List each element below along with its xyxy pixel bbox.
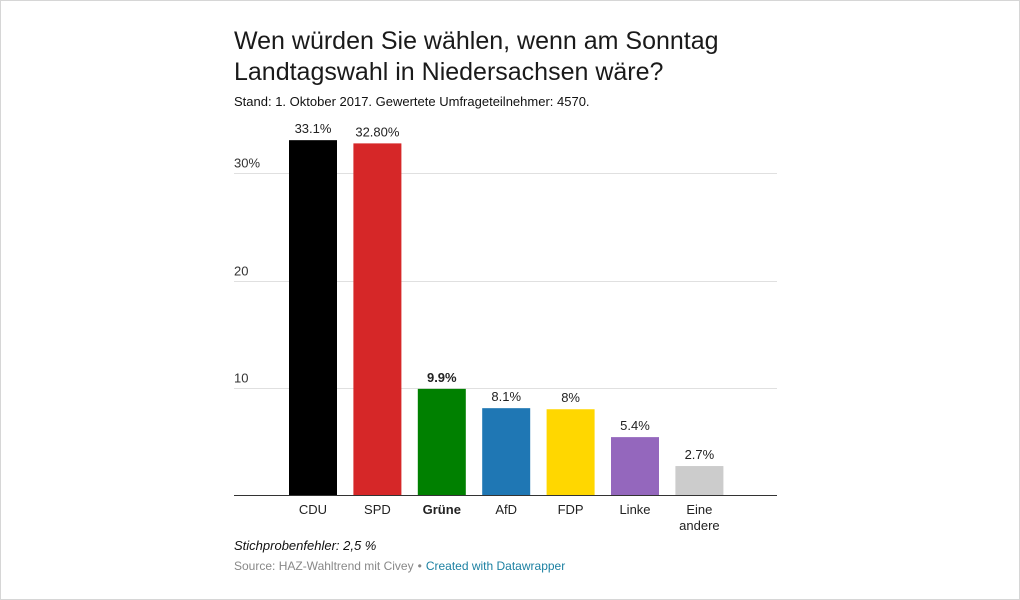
category-label-linke: Linke	[619, 502, 650, 517]
category-label-grüne: Grüne	[423, 502, 461, 517]
value-label-cdu: 33.1%	[295, 121, 332, 136]
category-label-eine-andere-line-2: andere	[679, 518, 719, 533]
category-label-eine-andere-line-1: Eine	[686, 502, 712, 517]
y-tick-label-10: 10	[234, 371, 248, 386]
source-text: Source: HAZ-Wahltrend mit Civey	[234, 559, 414, 573]
value-label-linke: 5.4%	[620, 418, 650, 433]
footer-separator: •	[417, 559, 422, 573]
category-label-cdu: CDU	[299, 502, 327, 517]
chart-footer: Source: HAZ-Wahltrend mit Civey • Created …	[234, 559, 565, 573]
datawrapper-credit-link[interactable]: Created with Datawrapper	[425, 559, 566, 573]
bar-eine-andere	[675, 466, 724, 495]
bar-fdp	[546, 409, 595, 495]
value-label-eine-andere: 2.7%	[685, 447, 715, 462]
value-label-spd: 32.80%	[355, 124, 400, 139]
category-label-fdp: FDP	[558, 502, 584, 517]
y-tick-label-20: 20	[234, 264, 248, 279]
value-label-grüne: 9.9%	[427, 370, 457, 385]
bar-spd	[353, 143, 402, 495]
chart-notes: Stichprobenfehler: 2,5 %	[234, 538, 377, 553]
chart-title: Wen würden Sie wählen, wenn am Sonntag L…	[234, 27, 719, 86]
chart-subtitle: Stand: 1. Oktober 2017. Gewertete Umfrag…	[234, 94, 590, 109]
y-tick-label-30: 30%	[234, 156, 260, 171]
bar-afd	[482, 408, 531, 495]
value-label-afd: 8.1%	[491, 389, 521, 404]
category-label-spd: SPD	[364, 502, 391, 517]
bar-grüne	[417, 388, 466, 495]
category-label-afd: AfD	[495, 502, 517, 517]
bar-linke	[611, 437, 659, 495]
value-label-fdp: 8%	[561, 390, 580, 405]
bar-cdu	[289, 140, 337, 495]
